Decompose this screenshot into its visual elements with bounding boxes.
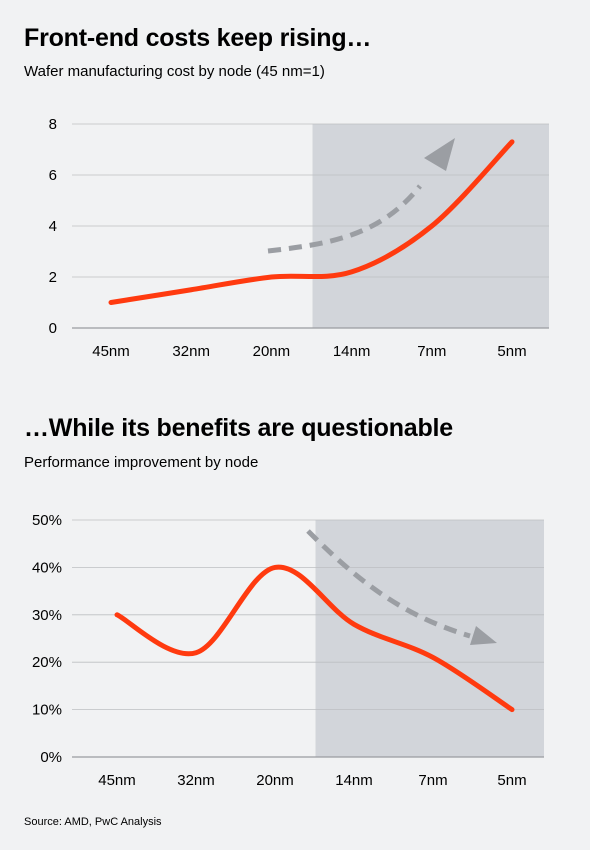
x-tick-label-1-2: 20nm: [256, 772, 294, 789]
x-tick-label-0-2: 20nm: [253, 343, 291, 360]
x-tick-label-1-4: 7nm: [418, 772, 447, 789]
x-tick-label-1-5: 5nm: [497, 772, 526, 789]
trend-arrow-0: [267, 184, 422, 254]
x-tick-label-0-5: 5nm: [497, 343, 526, 360]
source-note: Source: AMD, PwC Analysis: [24, 816, 162, 828]
y-tick-label-0-0: 0: [49, 320, 57, 337]
y-tick-label-1-4: 40%: [32, 559, 62, 576]
series-line-0: [108, 139, 515, 305]
chart-2-title: …While its benefits are questionable: [24, 414, 453, 442]
trend-arrowhead-1: [470, 626, 497, 645]
y-tick-label-1-2: 20%: [32, 654, 62, 671]
x-tick-label-0-4: 7nm: [417, 343, 446, 360]
x-tick-label-1-3: 14nm: [335, 772, 373, 789]
x-tick-label-0-3: 14nm: [333, 343, 371, 360]
y-tick-label-0-2: 4: [49, 218, 57, 235]
y-tick-label-1-0: 0%: [40, 749, 62, 766]
y-tick-label-1-3: 30%: [32, 607, 62, 624]
x-tick-label-0-0: 45nm: [92, 343, 130, 360]
y-tick-label-0-4: 8: [49, 116, 57, 133]
series-line-1: [114, 564, 515, 713]
y-tick-label-0-1: 2: [49, 269, 57, 286]
cost-chart: 0 2 4 6 8 45nm 32nm 20nm 14nm 7nm 5nm: [49, 116, 549, 360]
trend-arrowhead-0: [424, 138, 455, 171]
x-tick-label-1-0: 45nm: [98, 772, 136, 789]
chart-1-subtitle: Wafer manufacturing cost by node (45 nm=…: [24, 63, 325, 80]
y-tick-label-1-5: 50%: [32, 512, 62, 529]
trend-arrow-1: [306, 529, 471, 639]
chart-2-subtitle: Performance improvement by node: [24, 454, 259, 471]
x-tick-label-0-1: 32nm: [172, 343, 210, 360]
chart-1-title: Front-end costs keep rising…: [24, 24, 372, 52]
highlight-region-1: [315, 520, 544, 757]
y-tick-label-1-1: 10%: [32, 702, 62, 719]
y-tick-label-0-3: 6: [49, 167, 57, 184]
x-tick-label-1-1: 32nm: [177, 772, 215, 789]
